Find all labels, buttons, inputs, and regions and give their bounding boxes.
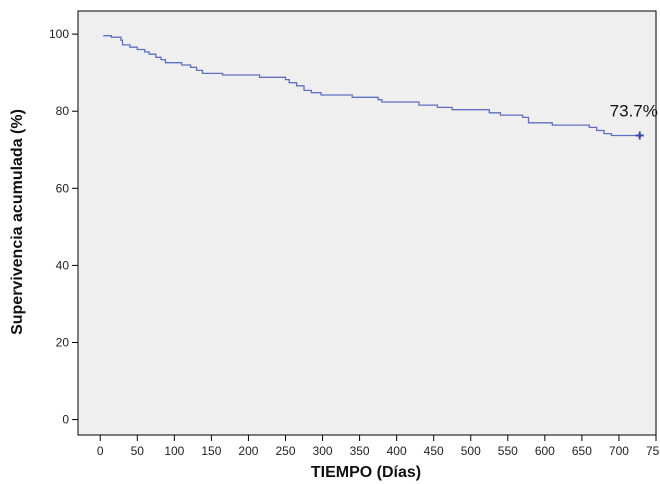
y-tick-label: 60 — [56, 181, 70, 195]
plot-area — [77, 10, 657, 436]
final-survival-label: 73.7% — [610, 102, 658, 121]
x-tick-label: 150 — [201, 444, 221, 458]
x-tick-label: 450 — [424, 444, 444, 458]
x-tick-label: 200 — [238, 444, 258, 458]
y-tick-label: 0 — [62, 413, 69, 427]
y-tick-label: 100 — [49, 27, 69, 41]
x-tick-label: 0 — [97, 444, 104, 458]
x-tick-label: 300 — [313, 444, 333, 458]
censor-mark — [635, 131, 644, 140]
x-axis-title: TIEMPO (Días) — [311, 464, 421, 481]
x-tick-label: 750 — [646, 444, 660, 458]
y-axis-ticks: 0 20 40 60 80 100 — [49, 27, 78, 427]
annotations: 73.7% — [610, 102, 658, 121]
y-axis-title: Supervivencia acumulada (%) — [9, 109, 26, 335]
x-tick-label: 500 — [461, 444, 481, 458]
y-tick-label: 20 — [56, 335, 70, 349]
x-tick-label: 400 — [387, 444, 407, 458]
survival-curve — [103, 35, 640, 137]
x-tick-label: 650 — [572, 444, 592, 458]
x-tick-label: 550 — [498, 444, 518, 458]
x-tick-label: 600 — [535, 444, 555, 458]
y-tick-label: 80 — [56, 104, 70, 118]
x-tick-label: 50 — [131, 444, 145, 458]
censored-marks — [635, 131, 644, 140]
x-tick-label: 100 — [164, 444, 184, 458]
y-tick-label: 40 — [56, 258, 70, 272]
x-tick-label: 250 — [275, 444, 295, 458]
x-tick-label: 350 — [350, 444, 370, 458]
x-tick-label: 700 — [609, 444, 629, 458]
x-axis-ticks: 0 50 100 150 200 250 300 350 400 450 500 550 600 650 7… — [97, 435, 660, 458]
